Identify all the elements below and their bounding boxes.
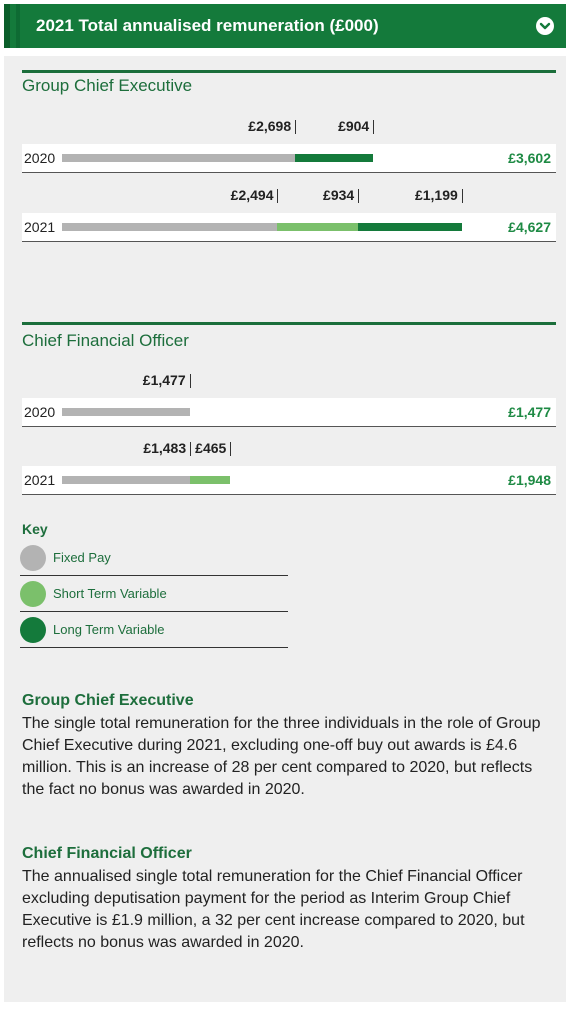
bar-value-label: £1,199 [414,187,458,203]
bar-row-cfo-2021: 2021 £1,948 [22,466,556,495]
bar-value-label: £1,483 [143,440,187,456]
note-heading-gce: Group Chief Executive [22,692,194,709]
bar-segment-short-term [190,476,231,484]
bar-tick [461,189,463,203]
header-accent-bar [4,4,10,48]
section-title: 2021 Total annualised remuneration (£000… [36,16,379,35]
legend-swatch [20,581,46,607]
row-total: £1,477 [508,404,551,420]
legend-title: Key [22,521,48,537]
row-year: 2020 [24,150,56,166]
note-text-cfo: The annualised single total remuneration… [22,868,525,951]
row-year: 2021 [24,472,56,488]
bar-row-gce-2021: 2021 £4,627 [22,213,556,242]
bar-tick [277,189,279,203]
row-total: £3,602 [508,150,551,166]
row-total: £4,627 [508,219,551,235]
bar-segment-long-term [295,154,374,162]
row-total: £1,948 [508,472,551,488]
note-text-gce: The single total remuneration for the th… [22,715,541,798]
legend-label: Fixed Pay [53,550,111,565]
legend-item-fixed: Fixed Pay [20,541,288,576]
chart-divider [22,70,556,73]
legend-item-short-term: Short Term Variable [20,577,288,612]
chevron-down-icon[interactable] [536,17,554,35]
bar-segment-fixed [62,476,191,484]
content-panel: Group Chief Executive 2020 £3,602 2021 £… [4,56,566,1002]
bar-tick [358,189,360,203]
bar-value-label: £1,477 [142,372,186,388]
header-accent-bar-inner [16,4,20,48]
bar-segment-fixed [62,408,190,416]
legend-label: Long Term Variable [53,622,165,637]
bar-value-label: £465 [195,440,227,456]
bar-row-cfo-2020: 2020 £1,477 [22,398,556,427]
legend-swatch [20,545,46,571]
chart-title-cfo: Chief Financial Officer [22,331,189,350]
bar-row-gce-2020: 2020 £3,602 [22,144,556,173]
bar-tick [189,374,191,388]
bar-value-label: £2,494 [230,187,274,203]
bar-tick [230,442,232,456]
bar-value-label: £2,698 [248,118,292,134]
bar-segment-long-term [358,223,462,231]
row-year: 2021 [24,219,56,235]
legend-swatch [20,617,46,643]
row-year: 2020 [24,404,56,420]
bar-value-label: £934 [323,187,355,203]
section-header[interactable]: 2021 Total annualised remuneration (£000… [4,4,566,48]
bar-segment-fixed [62,154,296,162]
bar-tick [295,120,297,134]
chart-divider [22,322,556,325]
note-heading-cfo: Chief Financial Officer [22,845,192,862]
bar-segment-fixed [62,223,278,231]
bar-tick [373,120,375,134]
bar-segment-short-term [277,223,359,231]
chart-title-gce: Group Chief Executive [22,76,193,95]
legend-label: Short Term Variable [53,586,167,601]
bar-tick [190,442,192,456]
legend-item-long-term: Long Term Variable [20,613,288,648]
bar-value-label: £904 [338,118,370,134]
